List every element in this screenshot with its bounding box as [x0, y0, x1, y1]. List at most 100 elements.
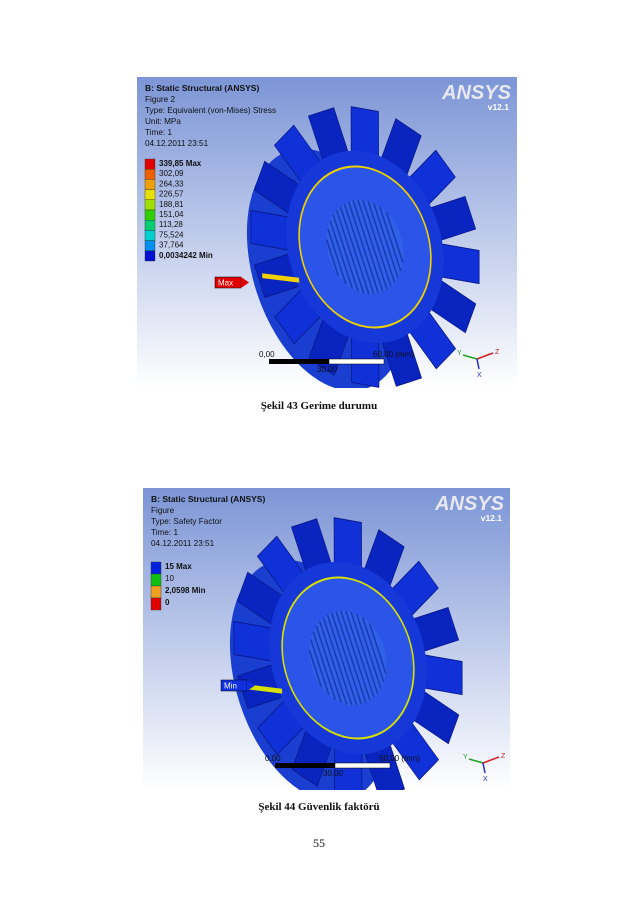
spline — [345, 610, 375, 698]
spline — [362, 199, 392, 287]
legend-label: 113,28 — [159, 220, 183, 229]
legend-label: 339,85 Max — [159, 159, 202, 168]
spline — [367, 200, 396, 283]
triad-label: X — [477, 372, 482, 379]
legend-label: 10 — [165, 574, 174, 583]
spline — [340, 610, 371, 701]
spline — [310, 639, 330, 696]
header-line: Type: Equivalent (von-Mises) Stress — [145, 106, 276, 115]
spline — [339, 206, 370, 295]
probe-label: Min — [224, 682, 237, 691]
legend-swatch — [144, 168, 156, 180]
logo-version: v12.1 — [481, 513, 503, 523]
spline — [312, 631, 337, 700]
spline — [368, 622, 387, 674]
probe-pointer — [247, 680, 255, 691]
spline — [350, 611, 379, 694]
triad-label: X — [483, 776, 488, 783]
triad-axis — [482, 762, 486, 774]
header-line: 04.12.2011 23:51 — [151, 539, 215, 548]
spline — [362, 617, 385, 683]
legend-swatch — [144, 199, 156, 211]
scale-end: 60,00 (mm) — [379, 754, 420, 763]
scale-bar-light — [334, 762, 391, 769]
spline — [343, 203, 375, 295]
gear — [246, 106, 480, 388]
triad-label: Z — [495, 349, 500, 356]
spline — [332, 214, 359, 292]
header-line: Time: 1 — [151, 528, 178, 537]
legend-label: 302,09 — [159, 169, 184, 178]
header-line: Figure 2 — [145, 95, 175, 104]
caption: Şekil 44 Güvenlik faktörü — [258, 801, 380, 813]
scale-bar-dark — [269, 359, 329, 364]
spline — [357, 199, 388, 290]
scale-bar-light — [328, 358, 385, 365]
spline — [329, 220, 354, 289]
header-line: Type: Safety Factor — [151, 517, 222, 526]
spline — [379, 206, 402, 272]
legend-swatch — [144, 179, 156, 190]
spline — [335, 210, 365, 294]
caption: Şekil 43 Gerime durumu — [260, 400, 378, 412]
triad-axis — [462, 354, 478, 360]
legend-swatch — [150, 597, 162, 611]
header-line: Unit: MPa — [145, 117, 181, 126]
scale-mid: 30,00 — [323, 769, 344, 778]
spline — [385, 211, 404, 263]
legend-swatch — [144, 209, 156, 221]
spline — [322, 617, 353, 706]
legend-label: 75,524 — [159, 230, 184, 239]
legend-label: 151,04 — [159, 210, 184, 219]
scale-mid: 30,00 — [317, 365, 338, 374]
legend-swatch — [144, 240, 156, 252]
header-line: Figure — [151, 506, 175, 515]
legend-label: 37,764 — [159, 241, 184, 250]
page-number: 55 — [313, 836, 325, 850]
triad-axis — [476, 358, 480, 370]
logo-brand: ANSYS — [434, 493, 505, 515]
legend-label: 15 Max — [165, 562, 192, 571]
legend-label: 226,57 — [159, 190, 184, 199]
triad-axis — [476, 352, 494, 360]
gear — [229, 517, 463, 790]
legend-swatch — [150, 561, 162, 575]
spline — [326, 614, 358, 706]
logo-brand: ANSYS — [441, 82, 512, 104]
spline — [327, 228, 347, 285]
scale-bar-dark — [275, 763, 335, 768]
spline — [308, 650, 323, 688]
legend-swatch — [150, 585, 162, 599]
spline — [352, 200, 384, 292]
legend-swatch — [144, 250, 156, 262]
spline — [335, 611, 367, 703]
legend-label: 2,0598 Min — [165, 586, 206, 595]
spline — [325, 239, 340, 277]
legend-swatch — [144, 230, 156, 241]
spline — [372, 202, 399, 278]
probe-label: Max — [218, 279, 233, 288]
spline — [315, 625, 342, 703]
scale-start: 0,00 — [265, 754, 281, 763]
legend-label: 188,81 — [159, 200, 184, 209]
scale-end: 60,00 (mm) — [373, 350, 414, 359]
triad-axis — [468, 758, 484, 764]
scale-start: 0,00 — [259, 350, 275, 359]
stress-band — [262, 273, 300, 283]
triad-label: Z — [501, 753, 506, 760]
spline — [318, 621, 348, 705]
legend-label: 0,0034242 Min — [159, 251, 213, 260]
spline — [347, 201, 380, 294]
probe-pointer — [241, 277, 249, 288]
figure-safety: B: Static Structural (ANSYS) Figure Type: … — [143, 488, 510, 790]
header-title: B: Static Structural (ANSYS) — [145, 83, 259, 93]
triad-label: Y — [457, 350, 462, 357]
legend-swatch — [144, 158, 156, 170]
legend-label: 0 — [165, 598, 170, 607]
figure-stress: B: Static Structural (ANSYS) Figure 2 Type… — [137, 77, 517, 388]
spline — [330, 612, 363, 705]
legend-swatch — [144, 219, 156, 231]
header-title: B: Static Structural (ANSYS) — [151, 494, 265, 504]
legend-swatch — [150, 573, 162, 587]
